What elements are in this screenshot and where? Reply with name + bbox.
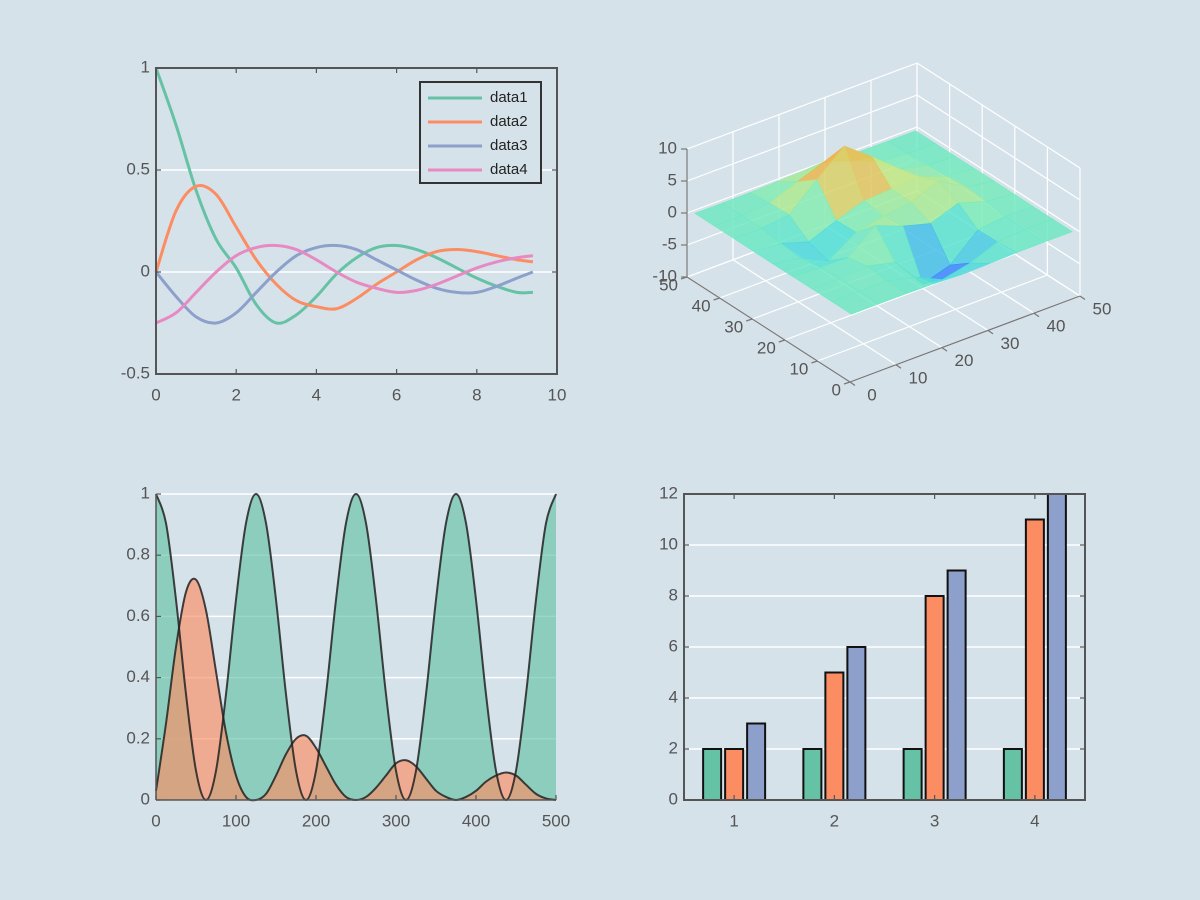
bar <box>846 646 867 801</box>
x-tick <box>987 329 994 335</box>
x-tick-label: 8 <box>472 385 481 404</box>
bar <box>1002 748 1023 801</box>
x-tick-label: 10 <box>548 385 567 404</box>
x-tick <box>849 381 856 386</box>
area-fill <box>156 578 556 801</box>
line <box>154 243 534 325</box>
y-tick-label: 50 <box>659 275 678 294</box>
x-tick-label: 30 <box>1001 334 1020 353</box>
y-tick-label: 40 <box>692 296 711 315</box>
y-tick-label: 10 <box>659 534 678 553</box>
legend-label: data3 <box>490 137 528 154</box>
x-tick-label: 0 <box>867 385 876 404</box>
x-tick-label: 10 <box>909 368 928 387</box>
y-tick <box>843 381 851 385</box>
y-tick-label: 2 <box>669 738 678 757</box>
y-tick-label: 1 <box>141 483 150 502</box>
axes-box <box>155 67 558 375</box>
legend-label: data2 <box>490 113 528 130</box>
x-tick-label: 400 <box>462 811 490 830</box>
x-tick-label: 20 <box>955 351 974 370</box>
x-tick-label: 3 <box>930 811 939 830</box>
grid-line <box>916 94 1081 201</box>
y-axis-line <box>686 276 851 383</box>
x-tick-label: 100 <box>222 811 250 830</box>
y-tick-label: 0 <box>669 789 678 808</box>
x-tick-label: 500 <box>542 811 570 830</box>
x-tick <box>1079 295 1086 300</box>
y-tick-label: -0.5 <box>121 363 150 382</box>
x-tick-label: 4 <box>312 385 321 404</box>
line <box>155 243 534 325</box>
y-tick-label: 0 <box>141 789 150 808</box>
x-tick-label: 40 <box>1047 317 1066 336</box>
bar <box>1046 493 1067 801</box>
y-tick-label: 4 <box>669 687 678 706</box>
bar <box>824 671 845 801</box>
area-outline <box>155 492 557 802</box>
y-tick-label: 30 <box>724 317 743 336</box>
x-tick <box>941 347 948 352</box>
y-tick-label: 1 <box>141 57 150 76</box>
z-tick-label: -5 <box>662 234 677 253</box>
x-tick-label: 0 <box>151 385 160 404</box>
x-tick-label: 300 <box>382 811 410 830</box>
z-tick-label: -10 <box>652 266 677 285</box>
y-tick-label: 0 <box>141 261 150 280</box>
bar <box>702 748 723 801</box>
y-tick-label: 8 <box>669 585 678 604</box>
bar <box>802 748 823 801</box>
grid-line <box>732 259 897 366</box>
x-tick-label: 2 <box>830 811 839 830</box>
x-tick-label: 50 <box>1093 299 1112 318</box>
y-tick <box>811 360 818 364</box>
y-tick-label: 6 <box>669 636 678 655</box>
y-tick <box>778 339 785 343</box>
line <box>154 67 533 325</box>
bar <box>924 595 945 801</box>
bar <box>1024 518 1045 801</box>
grid-line <box>686 126 918 214</box>
x-tick-label: 2 <box>231 385 240 404</box>
x-tick <box>1033 312 1040 318</box>
grid-line <box>916 126 1081 233</box>
z-tick-label: 10 <box>658 138 677 157</box>
grid-line <box>817 274 1048 362</box>
grid-line <box>686 62 918 150</box>
bar <box>946 569 967 801</box>
x-tick <box>895 364 902 369</box>
surface-patch <box>831 290 880 315</box>
bar <box>902 748 923 801</box>
y-tick-label: 0.5 <box>126 159 150 178</box>
y-tick-label: 12 <box>659 483 678 502</box>
y-tick-label: 0 <box>832 380 841 399</box>
bar <box>746 722 767 801</box>
x-tick-label: 4 <box>1030 811 1039 830</box>
area-fill <box>156 494 556 800</box>
legend-label: data1 <box>490 89 528 106</box>
x-tick-label: 1 <box>729 811 738 830</box>
legend-label: data4 <box>490 161 528 178</box>
y-tick <box>713 297 720 301</box>
y-tick-label: 0.8 <box>126 545 150 564</box>
y-tick-label: 0.4 <box>126 667 150 686</box>
x-tick-label: 0 <box>151 811 160 830</box>
line <box>154 183 534 311</box>
x-axis-line <box>849 295 1081 383</box>
y-tick-label: 0.2 <box>126 728 150 747</box>
y-tick-label: 0.6 <box>126 606 150 625</box>
grid-line <box>686 94 918 182</box>
bar <box>724 748 745 801</box>
x-tick-label: 6 <box>392 385 401 404</box>
z-tick-label: 0 <box>668 202 677 221</box>
y-tick-label: 10 <box>789 359 808 378</box>
y-tick <box>746 318 753 322</box>
grid-line <box>916 62 1081 169</box>
z-tick-label: 5 <box>668 170 677 189</box>
y-tick-label: 20 <box>757 338 776 357</box>
x-tick-label: 200 <box>302 811 330 830</box>
